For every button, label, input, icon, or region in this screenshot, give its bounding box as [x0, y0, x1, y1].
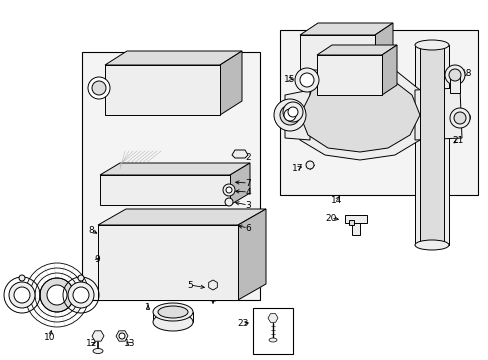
Text: 2: 2 — [244, 153, 250, 162]
Bar — [105, 65, 220, 115]
Text: 6: 6 — [244, 224, 250, 233]
Text: 7: 7 — [244, 179, 250, 188]
Circle shape — [299, 73, 313, 87]
Circle shape — [9, 282, 35, 308]
Ellipse shape — [93, 348, 103, 354]
Bar — [82, 52, 260, 300]
Polygon shape — [316, 45, 396, 55]
Text: 19: 19 — [460, 113, 472, 122]
Ellipse shape — [158, 306, 187, 318]
Circle shape — [47, 285, 67, 305]
Text: 11: 11 — [8, 291, 20, 300]
Bar — [252, 308, 292, 354]
Circle shape — [73, 287, 89, 303]
Circle shape — [40, 278, 74, 312]
Circle shape — [280, 105, 299, 125]
Ellipse shape — [92, 81, 106, 95]
Text: 17: 17 — [292, 163, 303, 172]
Circle shape — [444, 65, 464, 85]
Text: 22: 22 — [305, 100, 316, 109]
Wedge shape — [380, 70, 394, 84]
Text: 1: 1 — [145, 303, 151, 312]
Polygon shape — [299, 23, 392, 35]
Text: 18: 18 — [460, 68, 472, 77]
Ellipse shape — [414, 40, 448, 50]
Circle shape — [305, 161, 313, 169]
Text: 8: 8 — [88, 225, 94, 234]
Circle shape — [119, 333, 125, 339]
Text: 20: 20 — [325, 213, 336, 222]
Circle shape — [294, 68, 318, 92]
Text: 23: 23 — [237, 319, 248, 328]
Text: 12: 12 — [86, 339, 98, 348]
Bar — [345, 215, 366, 223]
Circle shape — [14, 287, 30, 303]
Ellipse shape — [88, 77, 110, 99]
Bar — [449, 75, 459, 93]
Bar — [348, 220, 353, 225]
Bar — [98, 225, 238, 300]
Ellipse shape — [153, 313, 193, 331]
Circle shape — [283, 102, 303, 122]
Polygon shape — [231, 150, 247, 158]
Polygon shape — [98, 209, 265, 225]
Bar — [316, 55, 381, 95]
Text: 15: 15 — [284, 75, 295, 84]
Bar — [299, 35, 374, 80]
Polygon shape — [299, 78, 419, 152]
Text: 4: 4 — [244, 188, 250, 197]
Wedge shape — [372, 70, 394, 92]
Circle shape — [78, 275, 84, 281]
Text: 16: 16 — [274, 108, 285, 117]
Polygon shape — [220, 51, 242, 115]
Polygon shape — [414, 88, 461, 140]
Ellipse shape — [414, 240, 448, 250]
Circle shape — [273, 99, 305, 131]
Polygon shape — [100, 163, 249, 175]
Bar — [419, 45, 443, 245]
Circle shape — [225, 187, 231, 193]
Ellipse shape — [153, 303, 193, 321]
Circle shape — [448, 69, 460, 81]
Circle shape — [224, 198, 232, 206]
Bar — [280, 30, 477, 195]
Text: 13: 13 — [124, 339, 136, 348]
Circle shape — [284, 109, 295, 121]
Bar — [414, 45, 448, 245]
Polygon shape — [229, 163, 249, 205]
Text: 14: 14 — [331, 195, 342, 204]
Circle shape — [68, 282, 94, 308]
Text: 5: 5 — [187, 280, 192, 289]
Text: 10: 10 — [44, 333, 56, 342]
Circle shape — [19, 275, 25, 281]
Polygon shape — [381, 45, 396, 95]
Polygon shape — [105, 51, 242, 65]
Circle shape — [449, 108, 469, 128]
Ellipse shape — [268, 338, 276, 342]
Polygon shape — [238, 209, 265, 300]
Text: 9: 9 — [94, 256, 100, 265]
Circle shape — [287, 107, 297, 117]
Bar — [100, 175, 229, 205]
Polygon shape — [374, 23, 392, 80]
Text: 11: 11 — [78, 291, 90, 300]
Circle shape — [223, 184, 235, 196]
Polygon shape — [285, 90, 309, 140]
Polygon shape — [294, 70, 429, 160]
Text: 3: 3 — [244, 201, 250, 210]
Circle shape — [453, 112, 465, 124]
Bar — [351, 223, 359, 235]
Text: 21: 21 — [451, 135, 463, 144]
